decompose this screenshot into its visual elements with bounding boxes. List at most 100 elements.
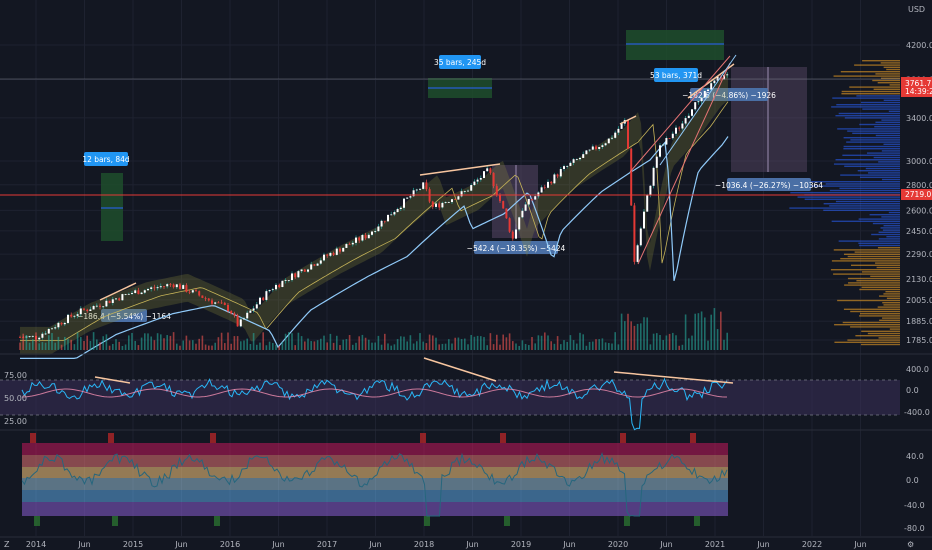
candle xyxy=(390,211,393,216)
price-tick-label: 1885.0 xyxy=(906,317,932,326)
drawdown-range-forecast[interactable]: −1036.4 (−26.27%) −10364 xyxy=(715,67,823,191)
volume-bar xyxy=(105,334,108,350)
volume-profile-bar xyxy=(786,181,900,183)
time-tick-label: Jun xyxy=(853,540,867,549)
measure-box-3-label: 53 bars, 371d xyxy=(650,71,702,80)
time-tick-label: Jun xyxy=(77,540,91,549)
volume-profile-bar xyxy=(880,62,900,64)
time-tick-label: 2016 xyxy=(220,540,240,549)
volume-bar xyxy=(524,343,527,350)
volume-bar xyxy=(659,334,661,350)
volume-bar xyxy=(582,334,584,350)
volume-bar xyxy=(297,332,300,350)
timezone-icon[interactable]: Z xyxy=(4,540,10,549)
candle xyxy=(396,207,399,213)
volume-profile-bar xyxy=(878,238,900,240)
candle xyxy=(195,288,197,292)
candle xyxy=(463,190,466,194)
price-axis[interactable]: 4200.03800.03400.03000.02800.02600.02450… xyxy=(906,41,932,345)
volume-profile-bar xyxy=(840,71,900,73)
time-axis[interactable]: 2014 Jun 2015 Jun 2016 Jun 2017 Jun 2018 Jun 2019 J… xyxy=(26,540,867,549)
volume-profile-bar xyxy=(870,275,900,277)
candle xyxy=(630,147,633,206)
settings-gear-icon[interactable]: ⚙ xyxy=(907,540,914,549)
candle xyxy=(156,285,159,291)
volume-bar xyxy=(547,335,549,350)
candle xyxy=(211,298,213,307)
candle xyxy=(31,335,34,338)
volume-profile-bar xyxy=(873,156,900,159)
candle xyxy=(659,143,661,158)
volume-profile-bar xyxy=(877,82,900,84)
volume-profile-bar xyxy=(833,273,900,275)
volume-bar xyxy=(428,334,431,350)
trend-lines[interactable] xyxy=(99,54,737,301)
volume-bar xyxy=(380,344,383,350)
candle xyxy=(284,278,287,284)
volume-bar xyxy=(441,343,444,350)
rsi-tick-25: 25.00 xyxy=(4,417,27,426)
volume-bar xyxy=(316,340,319,350)
volume-bar xyxy=(412,343,415,350)
volume-bar xyxy=(44,342,47,350)
candle xyxy=(579,156,581,161)
volume-profile-bar xyxy=(835,200,900,203)
candle xyxy=(188,289,191,295)
ma-slow-line xyxy=(20,136,729,359)
measure-box-3[interactable]: 53 bars, 371d xyxy=(626,30,724,82)
candle xyxy=(483,171,485,179)
rsi-axis[interactable]: 75.00 50.00 25.00 400.0 0.0 -400.0 xyxy=(4,365,930,426)
candle xyxy=(265,289,268,302)
volume-bar xyxy=(300,336,303,350)
volume-bar xyxy=(444,343,447,350)
candle xyxy=(191,289,194,294)
volume-profile-bar xyxy=(834,324,900,326)
volume-bar xyxy=(176,343,178,350)
candle xyxy=(451,198,453,204)
drawdown-range-2021[interactable]: −182.6 (−4.86%) −1926 xyxy=(682,88,776,101)
currency-label: USD xyxy=(908,5,925,14)
candle xyxy=(163,286,165,289)
volume-profile-bar xyxy=(847,339,900,341)
measure-box-1[interactable]: 12 bars, 84d xyxy=(82,152,130,241)
volume-bar xyxy=(329,333,332,350)
volume-bar xyxy=(252,333,255,350)
drawdown-range-2014[interactable]: −186.4 (−5.54%) −1164 xyxy=(77,309,171,322)
volume-profile-bar xyxy=(878,161,900,163)
volume-profile-bar xyxy=(865,167,900,170)
candle xyxy=(588,149,591,152)
candle xyxy=(582,151,585,159)
volume-bar xyxy=(204,344,207,350)
volume-bar xyxy=(560,344,562,350)
candle xyxy=(550,180,553,185)
volume-bar xyxy=(169,335,172,350)
candle xyxy=(585,149,588,155)
candle xyxy=(95,303,98,308)
price-tick-label: 2005.0 xyxy=(906,296,932,305)
volume-bar xyxy=(246,338,248,350)
volume-profile-bar xyxy=(867,332,900,335)
candle xyxy=(563,164,565,172)
volume-bar xyxy=(121,345,124,350)
candle xyxy=(127,292,130,295)
volume-profile-bar xyxy=(883,304,900,306)
cci-axis[interactable]: 40.0 0.0 -40.0 -80.0 xyxy=(904,452,925,533)
candle xyxy=(92,304,95,310)
volume-bar xyxy=(182,340,184,350)
volume-bar xyxy=(608,343,610,350)
rsi-tick-75: 75.00 xyxy=(4,371,27,380)
measure-box-2[interactable]: 35 bars, 245d xyxy=(428,55,492,98)
candle xyxy=(531,198,533,202)
volume-bar xyxy=(454,337,456,350)
volume-profile-bar xyxy=(881,216,900,218)
candle xyxy=(220,299,223,305)
volume-bar xyxy=(419,333,421,350)
volume-bar xyxy=(35,332,37,350)
candle xyxy=(492,172,495,189)
candle xyxy=(329,251,332,258)
volume-bar xyxy=(108,345,111,350)
volume-profile-bar xyxy=(875,73,900,75)
volume-bar xyxy=(307,338,309,350)
candle xyxy=(403,197,405,211)
